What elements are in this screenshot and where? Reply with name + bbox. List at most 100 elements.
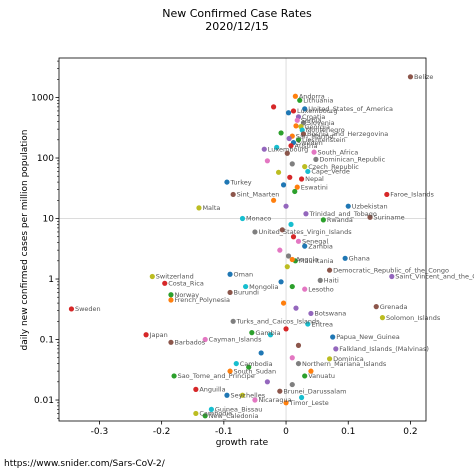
data-point	[379, 315, 386, 321]
point-label: United_States_Virgin_Islands	[258, 228, 352, 236]
data-point	[330, 334, 336, 340]
data-point	[230, 318, 236, 324]
y-tick-label: 0.01	[34, 396, 54, 406]
x-axis-ticks: -0.3 -0.2 -0.1 0 0.1 0.2	[91, 421, 418, 437]
point-label: Luxembourg	[268, 145, 309, 153]
data-point	[289, 161, 295, 167]
data-point	[285, 253, 292, 259]
point-label: Saint_Vincent_and_the_Grenadines	[395, 273, 474, 281]
data-point	[286, 135, 292, 142]
data-point	[168, 339, 174, 345]
y-axis-label: daily new confirmed cases per million po…	[20, 130, 30, 351]
x-axis-label: growth rate	[216, 438, 269, 448]
x-tick-label: 0	[283, 427, 289, 437]
point-label: Andorra	[299, 92, 325, 100]
data-point	[311, 149, 317, 155]
data-point	[345, 203, 351, 209]
data-point	[275, 169, 282, 175]
data-point	[298, 176, 305, 182]
data-point	[285, 110, 292, 116]
point-label: Dominican_Republic	[319, 156, 385, 164]
data-point	[295, 137, 302, 143]
point-label: Turkey	[229, 178, 251, 186]
data-point	[302, 164, 308, 170]
point-label: Cambodia	[199, 410, 232, 418]
y-tick-label: 0.1	[40, 336, 54, 346]
data-point	[274, 144, 280, 150]
point-label: South_Sudan	[234, 367, 277, 375]
data-point	[227, 271, 233, 277]
data-point	[243, 283, 249, 290]
point-label: Liechtenstein	[302, 136, 346, 144]
point-label: Czech_Republic	[308, 163, 359, 171]
data-point	[326, 267, 333, 273]
data-point	[295, 360, 302, 367]
data-point	[168, 292, 174, 298]
point-label: Cambodia	[240, 360, 273, 368]
chart-title: New Confirmed Case Rates	[162, 7, 312, 20]
point-label: Brunei_Darussalam	[283, 387, 346, 395]
data-point	[294, 117, 300, 123]
point-label: Luxembourg	[297, 107, 338, 115]
data-point	[384, 191, 390, 198]
data-point	[292, 93, 298, 99]
data-point	[293, 305, 299, 311]
point-label: Burundi	[234, 289, 260, 297]
data-point	[193, 386, 199, 392]
point-label: Falkland_Islands_(Malvinas)	[339, 345, 429, 353]
data-point	[196, 205, 202, 211]
point-label: Angola	[296, 256, 318, 264]
footer-url[interactable]: https://www.snider.com/Sars-CoV-2/	[4, 459, 165, 469]
point-label: Uzbekistan	[352, 202, 388, 210]
data-point	[302, 286, 308, 292]
data-point	[171, 373, 177, 379]
data-point	[308, 310, 314, 317]
data-point	[267, 332, 274, 338]
point-label: French_Polynesia	[174, 296, 229, 304]
data-point	[302, 373, 308, 379]
point-label: Nepal	[305, 175, 324, 183]
point-label: Lithuania	[303, 96, 333, 104]
point-label: Japan	[149, 331, 168, 339]
data-point	[264, 379, 270, 385]
point-label: Sint_Maarten	[237, 191, 280, 199]
data-point	[320, 217, 326, 223]
x-tick-label: -0.2	[153, 427, 171, 437]
data-point	[289, 381, 295, 388]
point-label: Dominica	[333, 355, 364, 363]
data-point	[246, 364, 252, 370]
data-point	[252, 229, 258, 235]
point-label: Cayman_Islands	[209, 336, 262, 344]
data-point	[202, 413, 208, 419]
point-label: Haiti	[324, 277, 339, 285]
point-label: Sao_Tome_and_Principe	[178, 372, 255, 380]
data-point	[295, 238, 302, 244]
data-point	[252, 397, 258, 403]
data-point	[342, 255, 348, 261]
chart-subtitle: 2020/12/15	[205, 20, 268, 33]
data-point	[168, 297, 174, 303]
data-point	[333, 346, 339, 352]
point-label: San_Marino	[296, 132, 334, 140]
point-label: Serbia	[301, 117, 322, 125]
data-point	[239, 392, 246, 398]
data-point	[295, 342, 302, 348]
data-point	[283, 203, 289, 209]
data-point	[162, 280, 168, 286]
data-point	[389, 273, 395, 280]
data-point	[305, 168, 311, 175]
y-tick-label: 10	[43, 215, 55, 225]
data-point	[317, 277, 323, 283]
y-tick-label: 100	[37, 154, 54, 164]
data-point	[233, 360, 239, 367]
data-point	[249, 330, 255, 336]
point-label: Turks_and_Caicos_Islands	[236, 318, 321, 326]
point-label: New_Caledonia	[209, 412, 259, 420]
data-point	[280, 300, 287, 306]
data-point	[294, 184, 300, 190]
data-point	[278, 279, 284, 285]
data-point	[407, 74, 414, 80]
data-point	[278, 130, 284, 136]
y-tick-label: 1000	[31, 94, 54, 104]
